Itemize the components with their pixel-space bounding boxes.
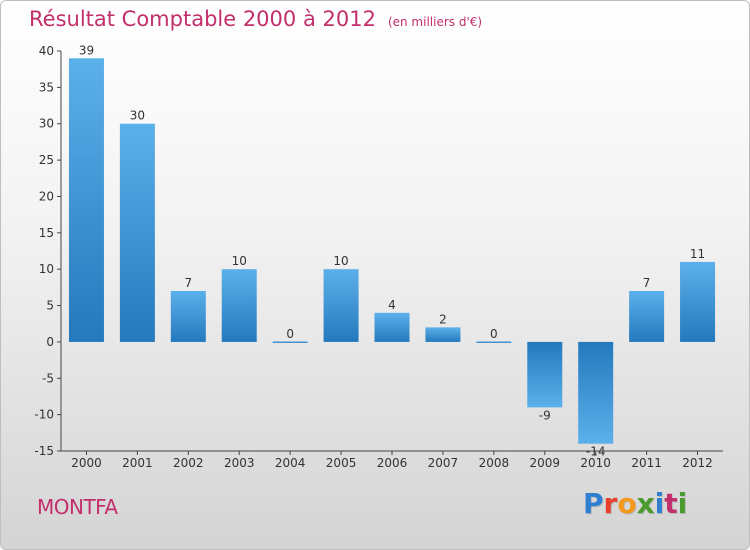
- logo-letter: i: [677, 487, 688, 520]
- x-tick-label: 2003: [224, 456, 255, 470]
- data-label: 39: [79, 43, 94, 57]
- data-label: 2: [439, 312, 447, 326]
- logo-letter: x: [636, 487, 655, 520]
- bar: [680, 261, 716, 342]
- title-block: Résultat Comptable 2000 à 2012 (en milli…: [29, 7, 482, 31]
- proxiti-logo[interactable]: Proxiti: [583, 487, 687, 520]
- x-tick-label: 2004: [275, 456, 306, 470]
- data-label: 0: [286, 327, 294, 341]
- y-tick-label: -5: [42, 371, 54, 385]
- data-label: -9: [539, 408, 551, 422]
- y-tick-label: 40: [39, 44, 54, 58]
- y-tick-label: 35: [39, 80, 54, 94]
- x-tick-label: 2001: [122, 456, 153, 470]
- chart-title: Résultat Comptable 2000 à 2012: [29, 7, 376, 31]
- logo-letter: r: [603, 487, 618, 520]
- logo-letter: P: [583, 487, 604, 520]
- data-label: 10: [333, 254, 348, 268]
- y-tick-label: 25: [39, 153, 54, 167]
- x-tick-label: 2005: [326, 456, 357, 470]
- bar: [425, 327, 461, 342]
- y-tick-label: 15: [39, 226, 54, 240]
- bar: [476, 341, 512, 343]
- bar: [221, 269, 257, 342]
- data-label: -14: [586, 445, 606, 459]
- y-tick-label: 0: [46, 335, 54, 349]
- x-tick-label: 2006: [377, 456, 408, 470]
- bar: [578, 341, 614, 444]
- x-tick-label: 2002: [173, 456, 204, 470]
- y-tick-label: -15: [34, 444, 54, 458]
- data-label: 7: [643, 276, 651, 290]
- y-tick-label: 10: [39, 262, 54, 276]
- x-tick-label: 2010: [580, 456, 611, 470]
- data-label: 0: [490, 327, 498, 341]
- y-tick-label: 5: [46, 299, 54, 313]
- chart-subtitle: (en milliers d'€): [387, 15, 483, 29]
- data-label: 4: [388, 298, 396, 312]
- logo-letter: o: [617, 487, 637, 520]
- y-tick-label: 20: [39, 189, 54, 203]
- data-label: 10: [232, 254, 247, 268]
- bar: [323, 269, 359, 342]
- bar: [170, 291, 206, 342]
- bar: [272, 341, 308, 343]
- x-tick-label: 2012: [682, 456, 713, 470]
- data-label: 11: [690, 247, 705, 261]
- x-tick-label: 2009: [529, 456, 560, 470]
- data-label: 30: [130, 109, 145, 123]
- bar: [68, 58, 104, 342]
- x-tick-label: 2008: [479, 456, 510, 470]
- commune-name: MONTFA: [37, 495, 118, 519]
- y-tick-label: -10: [34, 408, 54, 422]
- bar: [119, 123, 155, 342]
- bar: [374, 312, 410, 342]
- x-tick-label: 2011: [631, 456, 662, 470]
- data-label: 7: [184, 276, 192, 290]
- bar: [527, 341, 563, 408]
- x-tick-label: 2007: [428, 456, 459, 470]
- y-tick-label: 30: [39, 117, 54, 131]
- x-tick-label: 2000: [71, 456, 102, 470]
- logo-letter: t: [664, 487, 678, 520]
- bar: [629, 291, 665, 342]
- logo-letter: i: [654, 487, 665, 520]
